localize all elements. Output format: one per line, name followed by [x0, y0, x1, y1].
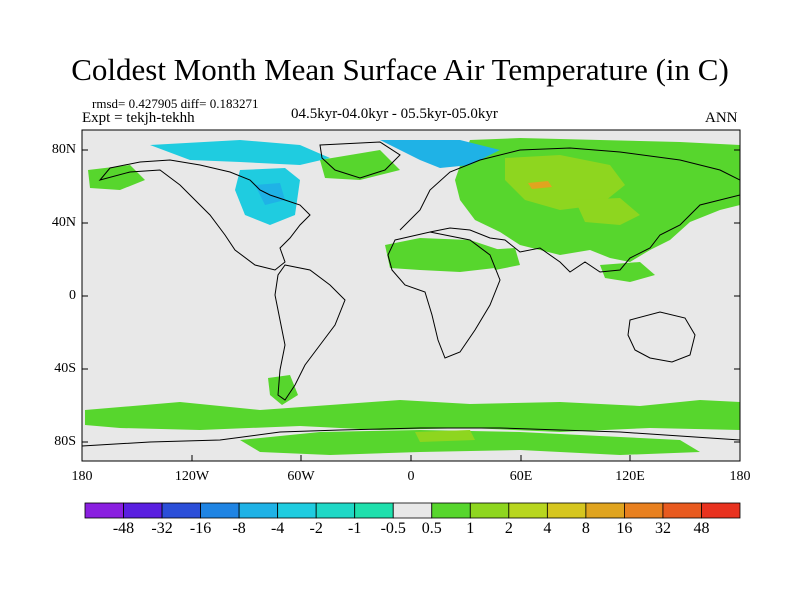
coast-greenland — [319, 141, 401, 179]
anomaly-siberia-warm — [528, 181, 552, 189]
x-label-180w: 180 — [71, 469, 93, 484]
anomaly-patagonia — [268, 375, 298, 405]
colorbar-label: 48 — [693, 520, 710, 537]
anomaly-india-east — [600, 262, 655, 282]
x-label-0: 0 — [407, 469, 415, 484]
colorbar-label: 32 — [654, 520, 671, 537]
colorbar-label: 0.5 — [421, 520, 442, 537]
anomaly-fields — [85, 138, 740, 455]
colorbar-label: -2 — [309, 520, 323, 537]
y-label-40s: 40S — [54, 361, 76, 376]
experiment-label: Expt = tekjh-tekhh — [82, 110, 195, 126]
colorbar-swatch — [200, 502, 240, 519]
anomaly-arctic-canada — [150, 140, 330, 165]
colorbar-swatch — [585, 502, 625, 519]
anomaly-central-asia — [575, 198, 640, 225]
stats-text: rmsd= 0.427905 diff= 0.183271 — [92, 96, 259, 111]
anomaly-siberia-core — [505, 155, 625, 210]
colorbar-swatch — [469, 502, 510, 519]
colorbar-swatch — [624, 502, 664, 519]
colorbar-label: 4 — [543, 520, 552, 537]
anomaly-arctic-strip — [320, 150, 400, 180]
x-label-60e: 60E — [509, 469, 533, 484]
x-label-120e: 120E — [615, 469, 645, 484]
y-label-80n: 80N — [51, 142, 76, 157]
colorbar-label: -48 — [112, 520, 135, 537]
coast-north-america — [98, 159, 311, 271]
y-label-80s: 80S — [54, 434, 76, 449]
colorbar-label: 16 — [616, 520, 633, 537]
colorbar-swatch — [123, 502, 163, 519]
anomaly-antarctica — [240, 430, 700, 455]
anomaly-antarctica-core — [415, 430, 475, 442]
coastlines — [82, 141, 740, 447]
coast-south-america — [274, 264, 346, 401]
colorbar-swatch — [354, 502, 394, 519]
colorbar-label: -0.5 — [380, 520, 406, 537]
anomaly-alaska — [88, 165, 145, 190]
colorbar-label: -16 — [189, 520, 212, 537]
colorbar-label: 1 — [466, 520, 475, 537]
colorbar-swatch — [238, 502, 279, 519]
axis-ticks — [81, 149, 741, 461]
colorbar-swatch — [546, 502, 587, 519]
colorbar-swatch — [662, 502, 702, 519]
anomaly-sahara — [385, 238, 500, 272]
colorbar-swatch — [431, 502, 471, 519]
coast-africa — [387, 231, 501, 359]
colorbar-swatch — [84, 502, 124, 519]
coast-australia — [627, 311, 696, 363]
y-label-0: 0 — [69, 288, 76, 303]
anomaly-southern-ocean — [85, 400, 740, 432]
colorbar-label: 2 — [504, 520, 513, 537]
colorbar — [84, 502, 741, 519]
anomaly-greenland — [380, 140, 500, 168]
x-label-60w: 60W — [287, 469, 315, 484]
anomaly-hudson — [255, 183, 285, 205]
colorbar-label: -8 — [232, 520, 246, 537]
colorbar-label: 8 — [581, 520, 590, 537]
colorbar-label: -4 — [270, 520, 285, 537]
colorbar-label: -1 — [348, 520, 362, 537]
y-label-40n: 40N — [51, 215, 76, 230]
coast-antarctica — [82, 427, 740, 447]
colorbar-swatch — [508, 502, 548, 519]
colorbar-swatch — [277, 502, 317, 519]
colorbar-label: -32 — [151, 520, 173, 537]
colorbar-swatch — [392, 502, 433, 519]
colorbar-swatch — [315, 502, 356, 519]
x-label-180e: 180 — [729, 469, 751, 484]
map-title: Coldest Month Mean Surface Air Temperatu… — [71, 52, 729, 87]
colorbar-swatch — [161, 502, 201, 519]
coast-eurasia — [399, 147, 740, 273]
x-label-120w: 120W — [174, 469, 210, 484]
colorbar-swatch — [701, 502, 741, 519]
season-label: ANN — [705, 110, 738, 126]
period-label: 04.5kyr-04.0kyr - 05.5kyr-05.0kyr — [291, 106, 498, 122]
